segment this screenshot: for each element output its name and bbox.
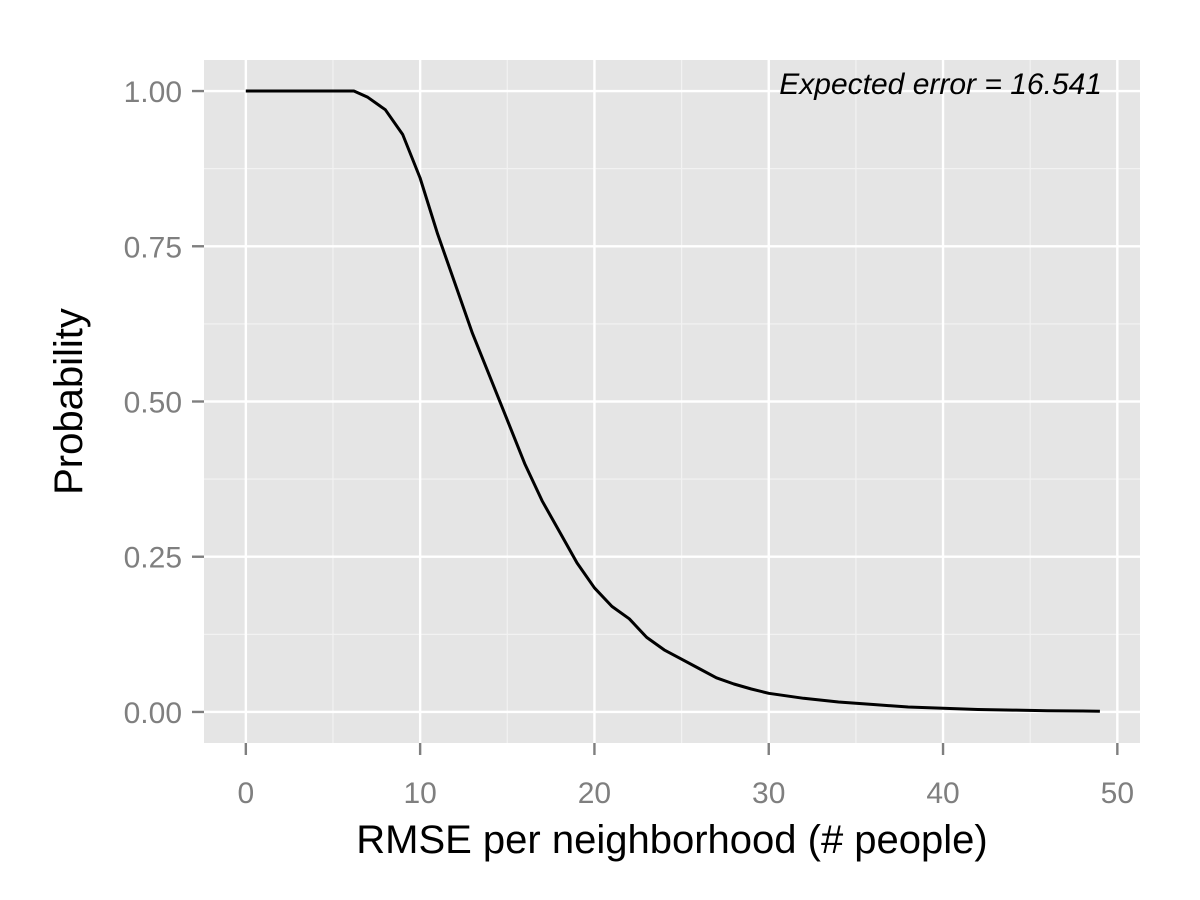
series-layer	[245, 89, 1100, 713]
y-tick-label: 0.75	[124, 231, 182, 264]
x-tick-label: 30	[752, 777, 785, 810]
x-axis: 0 10 20 30 40 50	[237, 743, 1134, 810]
x-axis-title: RMSE per neighborhood (# people)	[356, 818, 988, 862]
expected-error-annotation: Expected error = 16.541	[779, 68, 1102, 101]
y-tick-label: 0.50	[124, 387, 182, 420]
series-line	[245, 89, 1100, 713]
y-tick-label: 0.25	[124, 542, 182, 575]
y-tick-label: 1.00	[124, 76, 182, 109]
x-tick-label: 10	[403, 777, 436, 810]
x-tick-label: 40	[926, 777, 959, 810]
y-tick-label: 0.00	[124, 697, 182, 730]
x-tick-label: 50	[1101, 777, 1134, 810]
y-axis-title: Probability	[47, 308, 91, 495]
y-axis: 0.00 0.25 0.50 0.75 1.00	[124, 76, 204, 730]
major-grid	[204, 60, 1140, 743]
x-tick-label: 20	[578, 777, 611, 810]
x-tick-label: 0	[237, 777, 254, 810]
